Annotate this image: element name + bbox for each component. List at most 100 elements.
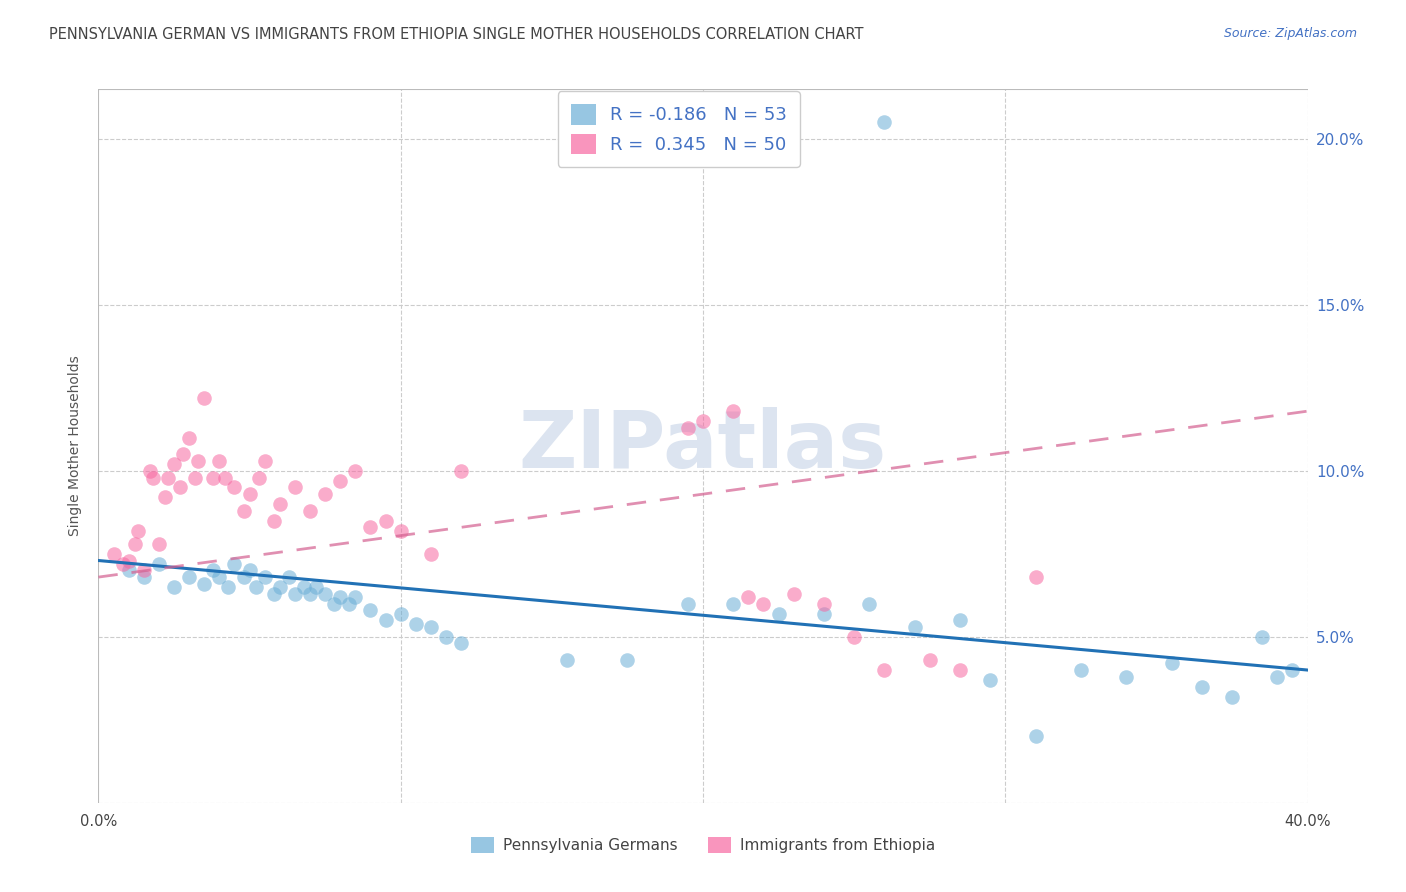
Point [1024, 730, 1046, 744]
Point [139, 464, 162, 478]
Point [208, 454, 231, 468]
Text: ZIPatlas: ZIPatlas [519, 407, 887, 485]
Point [208, 570, 231, 584]
Point [1024, 570, 1046, 584]
Point [163, 457, 186, 471]
Point [723, 597, 745, 611]
Point [299, 504, 322, 518]
Point [434, 630, 457, 644]
Point [768, 607, 790, 621]
Point [224, 481, 246, 495]
Point [142, 470, 165, 484]
Point [1281, 663, 1303, 677]
Point [405, 616, 427, 631]
Point [314, 587, 336, 601]
Point [187, 454, 209, 468]
Point [374, 613, 396, 627]
Point [148, 557, 170, 571]
Point [305, 580, 328, 594]
Point [148, 537, 170, 551]
Point [752, 597, 775, 611]
Point [873, 115, 896, 129]
Point [156, 470, 179, 484]
Point [277, 570, 299, 584]
Point [616, 653, 638, 667]
Point [420, 620, 443, 634]
Y-axis label: Single Mother Households: Single Mother Households [69, 356, 83, 536]
Point [344, 590, 367, 604]
Point [329, 590, 352, 604]
Point [1220, 690, 1243, 704]
Point [239, 487, 262, 501]
Point [202, 470, 225, 484]
Text: PENNSYLVANIA GERMAN VS IMMIGRANTS FROM ETHIOPIA SINGLE MOTHER HOUSEHOLDS CORRELA: PENNSYLVANIA GERMAN VS IMMIGRANTS FROM E… [49, 27, 863, 42]
Point [253, 570, 276, 584]
Point [374, 514, 396, 528]
Point [245, 580, 267, 594]
Point [263, 514, 285, 528]
Point [813, 607, 835, 621]
Point [217, 580, 239, 594]
Point [269, 580, 291, 594]
Point [127, 524, 149, 538]
Point [132, 570, 155, 584]
Point [284, 481, 307, 495]
Point [172, 447, 194, 461]
Point [949, 663, 972, 677]
Point [949, 613, 972, 627]
Point [420, 547, 443, 561]
Point [224, 557, 246, 571]
Point [737, 590, 759, 604]
Point [844, 630, 866, 644]
Point [299, 587, 322, 601]
Point [323, 597, 346, 611]
Point [111, 557, 134, 571]
Point [344, 464, 367, 478]
Text: Source: ZipAtlas.com: Source: ZipAtlas.com [1223, 27, 1357, 40]
Point [118, 553, 141, 567]
Point [232, 504, 254, 518]
Point [193, 391, 215, 405]
Point [1251, 630, 1274, 644]
Point [269, 497, 291, 511]
Point [184, 470, 207, 484]
Point [247, 470, 270, 484]
Point [202, 564, 225, 578]
Point [389, 607, 412, 621]
Point [723, 404, 745, 418]
Point [676, 421, 699, 435]
Point [813, 597, 835, 611]
Legend: Pennsylvania Germans, Immigrants from Ethiopia: Pennsylvania Germans, Immigrants from Et… [464, 831, 942, 859]
Point [904, 620, 927, 634]
Point [692, 414, 714, 428]
Point [555, 653, 578, 667]
Point [179, 570, 201, 584]
Point [1267, 670, 1289, 684]
Point [1160, 657, 1182, 671]
Point [1191, 680, 1213, 694]
Point [214, 470, 236, 484]
Point [124, 537, 146, 551]
Point [858, 597, 880, 611]
Point [314, 487, 336, 501]
Point [918, 653, 941, 667]
Point [153, 491, 176, 505]
Point [239, 564, 262, 578]
Point [169, 481, 191, 495]
Point [450, 464, 472, 478]
Point [329, 474, 352, 488]
Point [132, 564, 155, 578]
Point [163, 580, 186, 594]
Point [253, 454, 276, 468]
Point [284, 587, 307, 601]
Point [783, 587, 806, 601]
Point [337, 597, 360, 611]
Point [676, 597, 699, 611]
Point [360, 603, 382, 617]
Point [103, 547, 125, 561]
Point [232, 570, 254, 584]
Point [193, 576, 215, 591]
Point [979, 673, 1001, 687]
Point [1115, 670, 1137, 684]
Point [118, 564, 141, 578]
